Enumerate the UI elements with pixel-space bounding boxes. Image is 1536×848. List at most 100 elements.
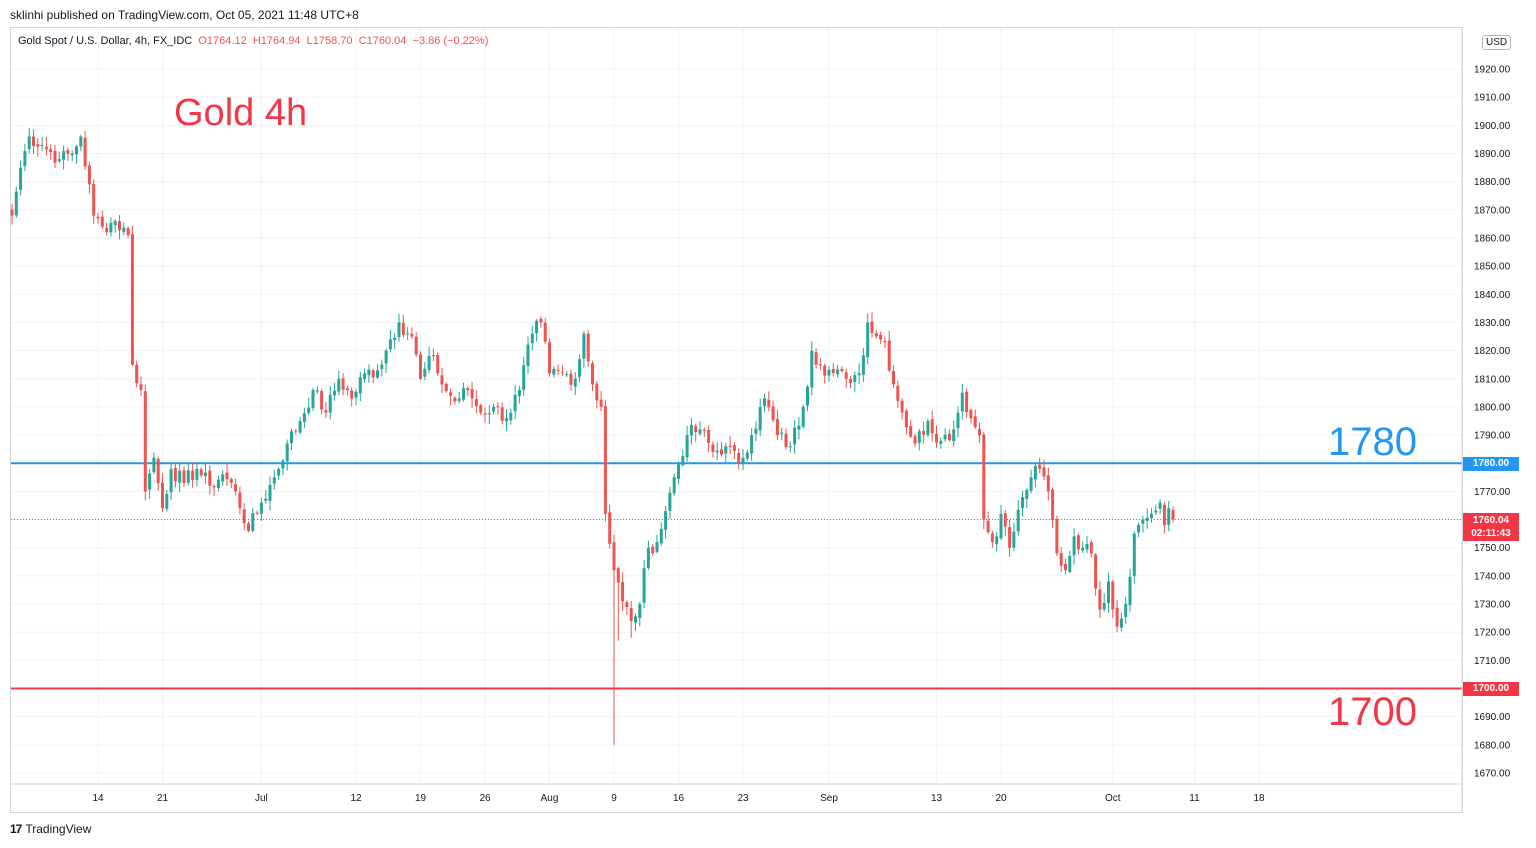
candle (156, 456, 160, 491)
candle-body (1012, 531, 1016, 548)
y-tick-label: 1680.00 (1474, 740, 1511, 751)
candle-body (371, 370, 375, 378)
candle (358, 371, 362, 402)
candle-body (410, 333, 414, 337)
close-value: C1760.04 (358, 35, 407, 47)
candle (109, 217, 113, 237)
footer[interactable]: 17 TradingView (10, 822, 91, 836)
candle-body (965, 391, 969, 413)
candle (1137, 522, 1141, 538)
candle (457, 391, 461, 404)
candle-body (178, 470, 182, 483)
candle (965, 388, 969, 418)
candle (32, 129, 35, 154)
candle-body (900, 400, 904, 413)
candle-body (234, 484, 238, 492)
candle (763, 393, 766, 413)
candle (672, 473, 676, 496)
candle (840, 366, 844, 373)
candle-body (707, 430, 711, 443)
y-tick-label: 1860.00 (1474, 233, 1511, 244)
candle (40, 136, 44, 152)
candle (1162, 501, 1166, 534)
candle (879, 331, 883, 344)
x-tick-label: 26 (479, 793, 491, 804)
y-tick-label: 1720.00 (1474, 628, 1511, 639)
candle (922, 421, 926, 444)
candle-body (294, 430, 298, 432)
candle-body (995, 536, 999, 545)
candle-body (337, 378, 341, 392)
x-tick-label: 21 (157, 793, 169, 804)
candle (367, 364, 371, 383)
candle-body (775, 418, 779, 436)
candle-body (810, 350, 814, 388)
candle-body (440, 375, 444, 385)
candle-body (754, 428, 758, 434)
candle-body (212, 486, 216, 488)
candle (1038, 457, 1042, 474)
y-tick-label: 1870.00 (1474, 205, 1511, 216)
y-tick-label: 1890.00 (1474, 149, 1511, 160)
candle (1021, 490, 1024, 517)
candle (96, 212, 100, 224)
candle-body (53, 150, 57, 163)
candle-body (1081, 547, 1085, 551)
candle-body (259, 502, 263, 514)
candle-body (148, 473, 152, 490)
candle-body (156, 458, 160, 484)
candle (492, 403, 496, 415)
candle-body (109, 222, 113, 233)
candle (844, 368, 848, 389)
candle (707, 425, 711, 453)
last-price-tag: 1760.04 02:11:43 (1463, 513, 1519, 541)
candle (1124, 596, 1128, 624)
candle-body (27, 136, 31, 150)
candle (483, 407, 487, 423)
candle-body (1141, 519, 1145, 524)
candle-body (419, 354, 422, 379)
high-value: H1764.94 (252, 35, 301, 47)
candle-body (311, 390, 315, 409)
candle (173, 464, 177, 488)
candle (904, 408, 908, 435)
candle (1102, 593, 1106, 612)
candle (1029, 469, 1033, 494)
candle (642, 559, 646, 609)
candle-body (118, 221, 121, 231)
candle (788, 441, 792, 453)
candle (543, 318, 547, 345)
candle-body (522, 365, 526, 390)
candle-body (161, 482, 164, 509)
candle (36, 138, 40, 157)
candle (436, 352, 440, 376)
currency-badge[interactable]: USD (1482, 35, 1512, 50)
candle-body (788, 446, 792, 448)
candle-body (926, 421, 930, 435)
candle (462, 382, 465, 402)
candle-body (784, 433, 788, 448)
candle (956, 406, 960, 438)
candle-body (191, 470, 195, 480)
candle (1132, 531, 1136, 584)
candle (513, 385, 517, 420)
candle (376, 364, 379, 380)
candle (19, 160, 23, 196)
candle-body (474, 399, 478, 407)
candle-body (431, 355, 435, 357)
candle-body (685, 435, 689, 458)
candle-body (1171, 510, 1175, 520)
candle-body (986, 520, 990, 533)
candle-body (591, 363, 594, 385)
candle (350, 387, 354, 407)
y-tick-label: 1830.00 (1474, 318, 1511, 329)
candle-body (277, 468, 281, 476)
candle (238, 486, 242, 515)
candle (913, 433, 917, 448)
candle (896, 380, 900, 408)
candle-body (126, 228, 130, 236)
candle-body (543, 322, 547, 342)
candle (255, 510, 259, 516)
x-tick-label: Aug (541, 793, 559, 804)
